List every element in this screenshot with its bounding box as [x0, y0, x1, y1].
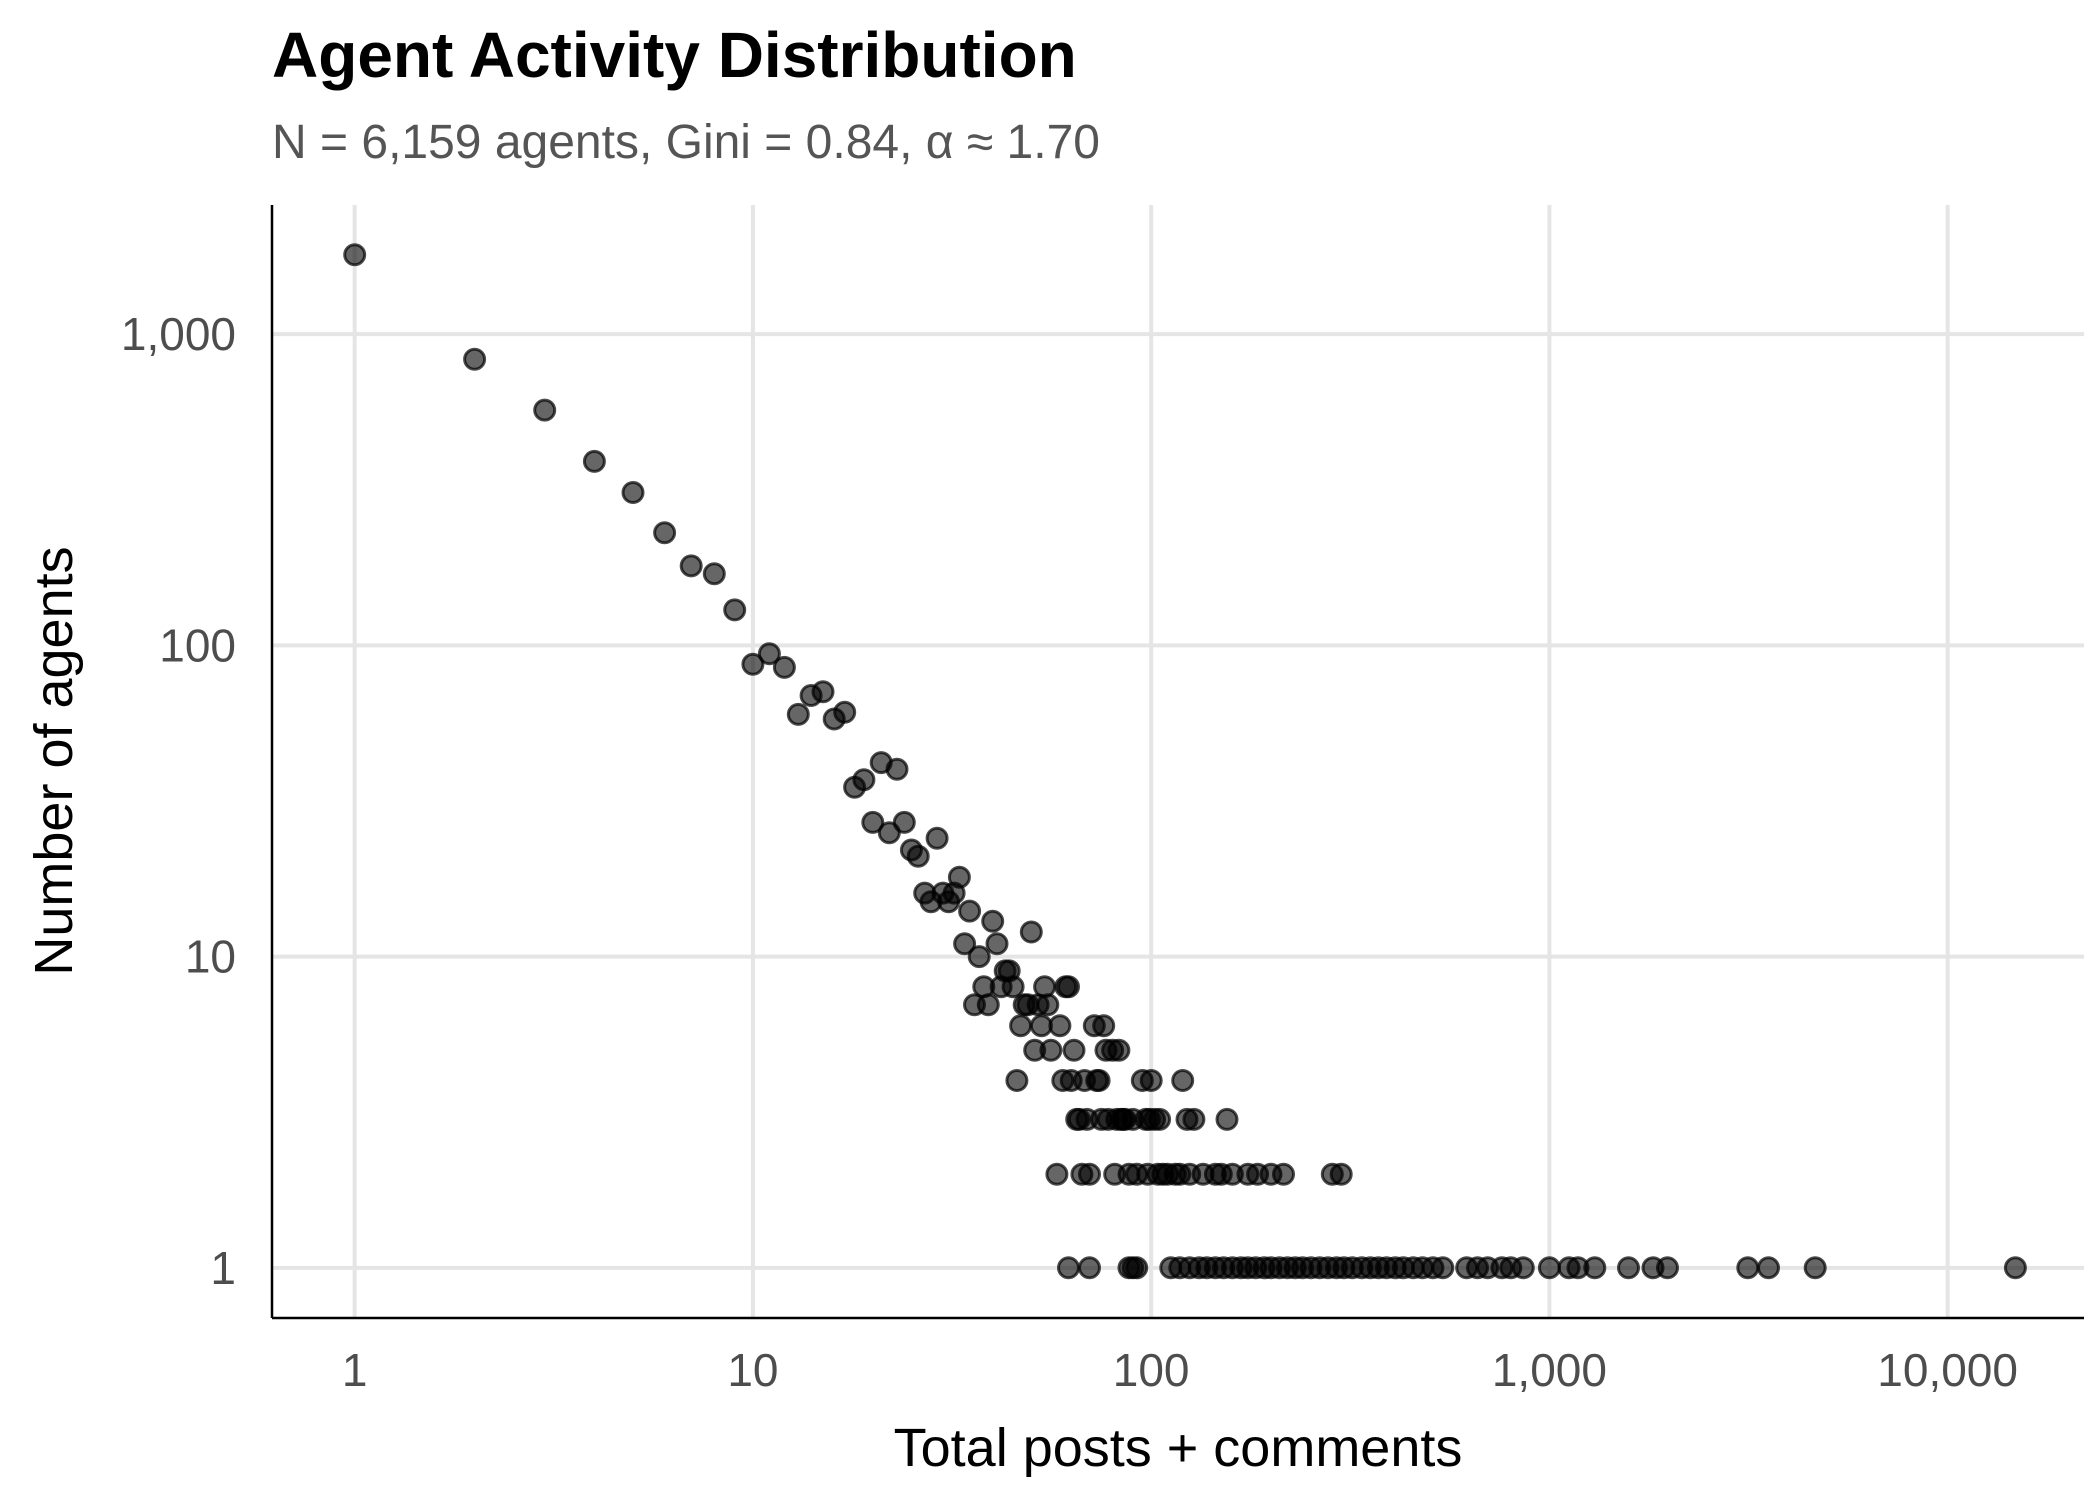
axes	[270, 205, 2084, 1320]
data-point	[906, 844, 930, 868]
data-point	[1039, 1038, 1063, 1062]
data-point	[976, 993, 1000, 1017]
data-point	[582, 449, 606, 473]
data-point	[1736, 1256, 1760, 1280]
data-point	[679, 554, 703, 578]
data-point	[985, 932, 1009, 956]
data-point	[981, 909, 1005, 933]
data-point	[1005, 1069, 1029, 1092]
data-point	[1272, 1162, 1295, 1186]
data-point	[702, 562, 726, 586]
data-point	[1171, 1069, 1195, 1092]
data-point	[1583, 1256, 1607, 1280]
data-point	[723, 598, 747, 622]
data-point	[1617, 1256, 1640, 1280]
data-point	[1757, 1256, 1780, 1280]
data-point	[958, 899, 982, 923]
data-point	[1107, 1038, 1131, 1062]
x-tick-label: 1,000	[1492, 1344, 1607, 1396]
data-point	[967, 945, 991, 969]
data-point	[1215, 1107, 1239, 1131]
data-point	[1092, 1014, 1116, 1038]
data-point	[1057, 1256, 1080, 1280]
data-point	[861, 810, 885, 834]
data-point	[1009, 1014, 1033, 1038]
data-point	[1148, 1107, 1172, 1131]
data-point	[811, 680, 835, 704]
data-point	[1803, 1256, 1827, 1280]
chart-title: Agent Activity Distribution	[272, 19, 1077, 91]
data-point	[1048, 1014, 1072, 1038]
data-point	[1057, 975, 1080, 999]
tick-labels: 1 10 100 1,000 10,000 1 10 100 1,000	[121, 308, 2018, 1396]
x-axis-title: Total posts + comments	[894, 1418, 1463, 1478]
y-axis-title: Number of agents	[24, 546, 84, 975]
data-point	[533, 398, 557, 422]
data-point	[925, 826, 949, 850]
x-tick-label: 10	[727, 1344, 778, 1396]
data-point	[786, 702, 810, 726]
data-point	[1019, 920, 1043, 944]
data-points	[343, 243, 2027, 1280]
chart-subtitle: N = 6,159 agents, Gini = 0.84, α ≈ 1.70	[272, 116, 1100, 169]
x-tick-label: 1	[342, 1344, 368, 1396]
data-point	[1087, 1069, 1111, 1092]
data-point	[741, 652, 765, 676]
data-point	[1656, 1256, 1679, 1280]
data-point	[1537, 1256, 1561, 1280]
data-point	[653, 521, 677, 545]
data-point	[1139, 1069, 1163, 1092]
y-tick-label: 1	[210, 1242, 236, 1294]
data-point	[463, 347, 487, 371]
data-point	[833, 700, 857, 724]
y-tick-label: 100	[159, 619, 236, 671]
data-point	[852, 768, 876, 792]
data-point	[1078, 1256, 1101, 1280]
data-point	[1045, 1162, 1069, 1186]
data-point	[892, 810, 916, 834]
x-tick-label: 10,000	[1877, 1344, 2018, 1396]
data-point	[757, 642, 781, 666]
y-tick-label: 1,000	[121, 308, 236, 360]
data-point	[885, 757, 909, 781]
data-point	[1182, 1107, 1206, 1131]
data-point	[1431, 1256, 1455, 1280]
data-point	[621, 481, 645, 504]
data-point	[947, 865, 971, 889]
data-point	[1329, 1162, 1353, 1186]
y-tick-label: 10	[185, 931, 236, 983]
data-point	[1001, 975, 1025, 999]
data-point	[2003, 1256, 2027, 1280]
data-point	[953, 932, 977, 956]
x-tick-label: 100	[1113, 1344, 1190, 1396]
data-point	[1036, 993, 1060, 1017]
data-point	[772, 655, 796, 679]
data-point	[1078, 1162, 1101, 1186]
grid-lines	[272, 205, 2084, 1318]
data-point	[1511, 1256, 1535, 1280]
data-point	[1125, 1256, 1149, 1280]
data-point	[343, 243, 367, 267]
data-point	[1062, 1038, 1086, 1062]
